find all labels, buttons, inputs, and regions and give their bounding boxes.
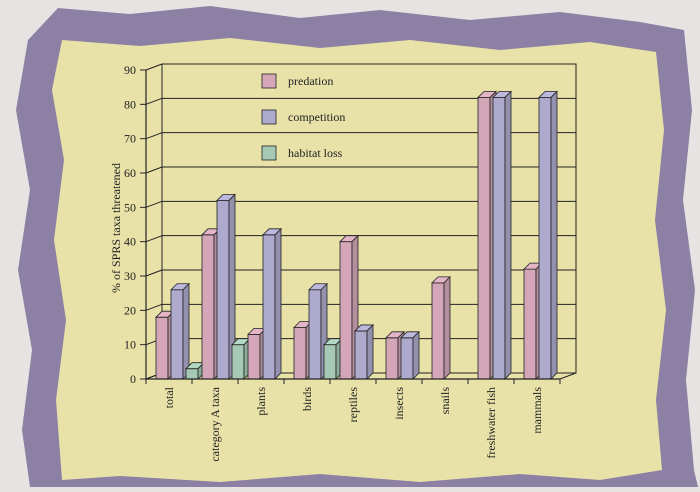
bar xyxy=(492,90,512,380)
axes: 0 10 20 30 40 50 60 70 80 90 total category A taxa p… xyxy=(124,63,561,462)
bar-front xyxy=(231,344,245,380)
bar xyxy=(216,193,236,380)
gridline-depth xyxy=(145,97,163,105)
bar-front xyxy=(216,200,230,380)
y-tick-label: 70 xyxy=(124,132,136,146)
bar-front xyxy=(431,282,445,380)
y-tick-label: 30 xyxy=(124,269,136,283)
bar-front xyxy=(477,97,491,380)
bar xyxy=(400,330,420,380)
bar-front xyxy=(308,289,322,380)
x-tick-label: category A taxa xyxy=(208,386,222,461)
bar-front xyxy=(323,344,337,380)
bar-front xyxy=(262,234,276,380)
bar-side xyxy=(366,323,374,380)
bar-front xyxy=(201,234,215,380)
bar-side xyxy=(504,90,512,380)
legend-label: predation xyxy=(288,74,333,88)
legend-label: competition xyxy=(288,110,345,124)
bar-side xyxy=(412,330,420,380)
y-tick-label: 90 xyxy=(124,63,136,77)
y-tick-label: 20 xyxy=(124,303,136,317)
bar-side xyxy=(182,282,190,380)
gridline-depth xyxy=(145,200,163,208)
bar-front xyxy=(293,327,307,380)
bar-front xyxy=(170,289,184,380)
y-tick-label: 60 xyxy=(124,166,136,180)
bar xyxy=(323,337,343,380)
bar xyxy=(231,337,251,380)
bar xyxy=(170,282,190,380)
bar-side xyxy=(274,227,282,380)
legend-swatch xyxy=(261,145,277,161)
x-tick-label: total xyxy=(162,386,176,408)
y-tick-label: 0 xyxy=(130,372,136,386)
bar-front xyxy=(538,97,552,380)
legend: predation competition habitat loss xyxy=(261,73,345,161)
bar-front xyxy=(492,97,506,380)
gridline-depth xyxy=(145,63,163,71)
x-tick-label: plants xyxy=(254,387,268,416)
gridline-depth xyxy=(145,269,163,277)
bar-front xyxy=(400,337,414,380)
bar-side xyxy=(443,275,451,380)
legend-label: habitat loss xyxy=(288,146,343,160)
bar-front xyxy=(185,368,199,380)
bar-front xyxy=(155,316,169,380)
bar-front xyxy=(247,333,261,380)
y-tick-label: 10 xyxy=(124,338,136,352)
x-tick-label: mammals xyxy=(530,387,544,434)
gridline-depth xyxy=(145,235,163,243)
bar-side xyxy=(550,90,558,380)
x-tick-label: insects xyxy=(392,387,406,420)
bar-front xyxy=(385,337,399,380)
legend-swatch xyxy=(261,109,277,125)
x-tick-label: reptiles xyxy=(346,387,360,423)
y-tick-label: 40 xyxy=(124,235,136,249)
y-axis-label: % of SPRS taxa threatened xyxy=(109,163,123,293)
y-tick-label: 50 xyxy=(124,200,136,214)
bar-front xyxy=(523,268,537,380)
bars xyxy=(155,90,558,380)
legend-swatch xyxy=(261,73,277,89)
bar-front xyxy=(354,330,368,380)
x-tick-label: freshwater fish xyxy=(484,387,498,459)
bar xyxy=(354,323,374,380)
gridline-depth xyxy=(145,132,163,140)
bar-front xyxy=(339,241,353,380)
bar xyxy=(262,227,282,380)
bar xyxy=(538,90,558,380)
x-tick-label: birds xyxy=(300,387,314,411)
x-tick-label: snails xyxy=(438,387,452,415)
gridline-depth xyxy=(145,166,163,174)
y-tick-label: 80 xyxy=(124,97,136,111)
bar xyxy=(431,275,451,380)
gridline-depth xyxy=(145,303,163,311)
